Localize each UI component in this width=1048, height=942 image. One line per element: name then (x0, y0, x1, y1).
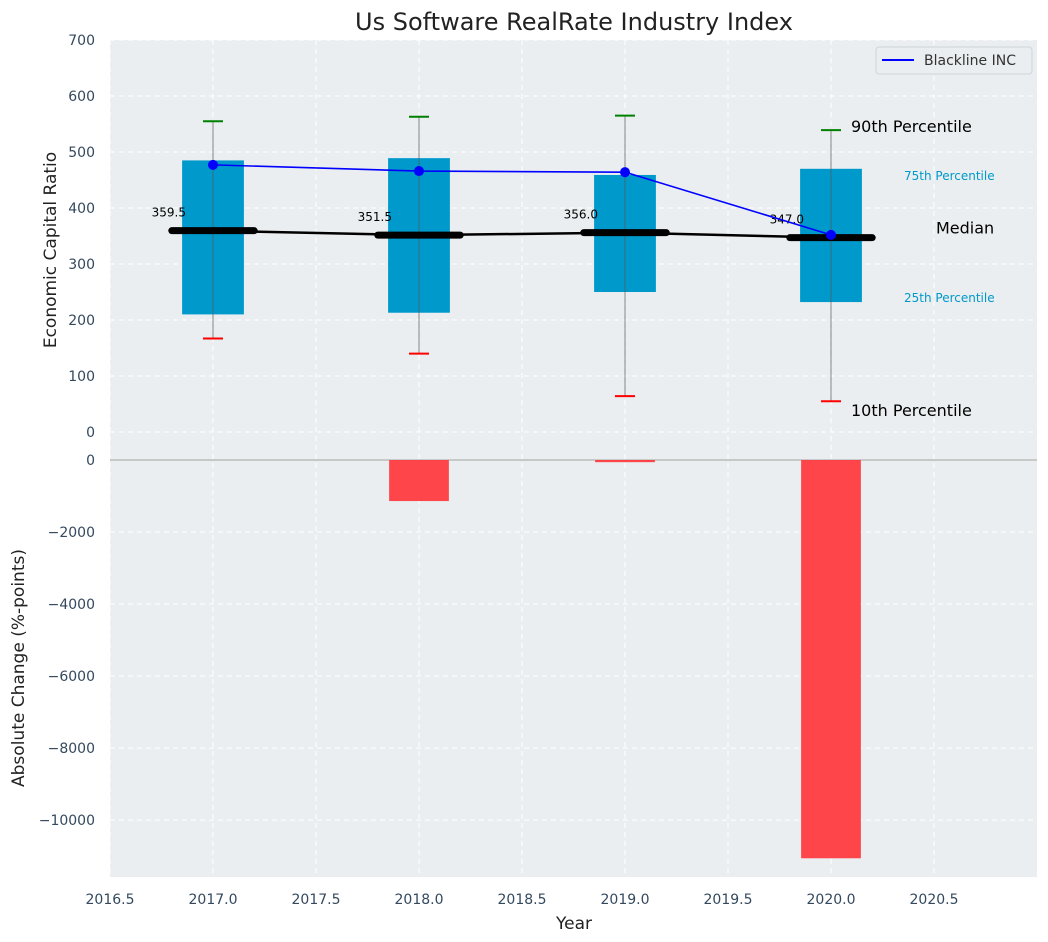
bottom-y-tick-label: 0 (86, 453, 95, 469)
top-y-axis-title: Economic Capital Ratio (41, 152, 61, 348)
blackline-point (620, 167, 630, 178)
x-tick-label: 2016.5 (86, 892, 135, 908)
x-tick-label: 2019.0 (601, 892, 650, 908)
blackline-series-line (212, 164, 832, 236)
x-axis-title: Year (555, 914, 592, 934)
median-value-label: 347.0 (770, 213, 804, 227)
bottom-y-tick-label: −8000 (48, 741, 95, 757)
top-y-tick-label: 300 (68, 257, 95, 273)
legend-box (875, 46, 1033, 75)
chart-title: Us Software RealRate Industry Index (355, 8, 793, 36)
legend: Blackline INC (875, 46, 1033, 75)
annotation-median: Median (936, 219, 994, 238)
median-value-label: 351.5 (358, 210, 392, 224)
top-y-tick-label: 0 (86, 425, 95, 441)
top-y-tick-label: 500 (68, 145, 95, 161)
blackline-point (414, 166, 424, 177)
top-y-tick-label: 400 (68, 201, 95, 217)
bottom-y-tick-label: −2000 (48, 525, 95, 541)
median-value-label: 356.0 (564, 208, 598, 222)
top-y-tick-label: 200 (68, 313, 95, 329)
bottom-y-tick-label: −6000 (48, 669, 95, 685)
x-tick-label: 2018.0 (395, 892, 444, 908)
blackline-point (826, 229, 836, 240)
bottom-plot-area (110, 460, 1037, 877)
change-bar (389, 460, 449, 502)
annotation-p75: 75th Percentile (904, 169, 995, 183)
x-tick-label: 2017.5 (292, 892, 341, 908)
median-trend-line (212, 229, 832, 239)
top-y-tick-label: 100 (68, 369, 95, 385)
x-tick-label: 2017.0 (189, 892, 238, 908)
x-tick-label: 2019.5 (704, 892, 753, 908)
x-tick-label: 2020.0 (807, 892, 856, 908)
top-y-tick-label: 700 (68, 33, 95, 49)
median-value-label: 359.5 (152, 206, 186, 220)
annotation-p90: 90th Percentile (851, 117, 972, 136)
change-bar (595, 460, 655, 463)
top-plot-area (110, 40, 1037, 460)
blackline-point (208, 159, 218, 170)
annotation-p10: 10th Percentile (851, 401, 972, 420)
legend-label-blackline: Blackline INC (924, 53, 1016, 69)
top-y-tick-label: 600 (68, 89, 95, 105)
bottom-y-axis-title: Absolute Change (%-points) (9, 549, 29, 787)
bottom-y-tick-label: −4000 (48, 597, 95, 613)
annotation-p25: 25th Percentile (904, 291, 995, 305)
x-tick-label: 2020.5 (910, 892, 959, 908)
change-bar (801, 460, 861, 859)
x-tick-label: 2018.5 (498, 892, 547, 908)
bottom-y-tick-label: −10000 (39, 813, 95, 829)
